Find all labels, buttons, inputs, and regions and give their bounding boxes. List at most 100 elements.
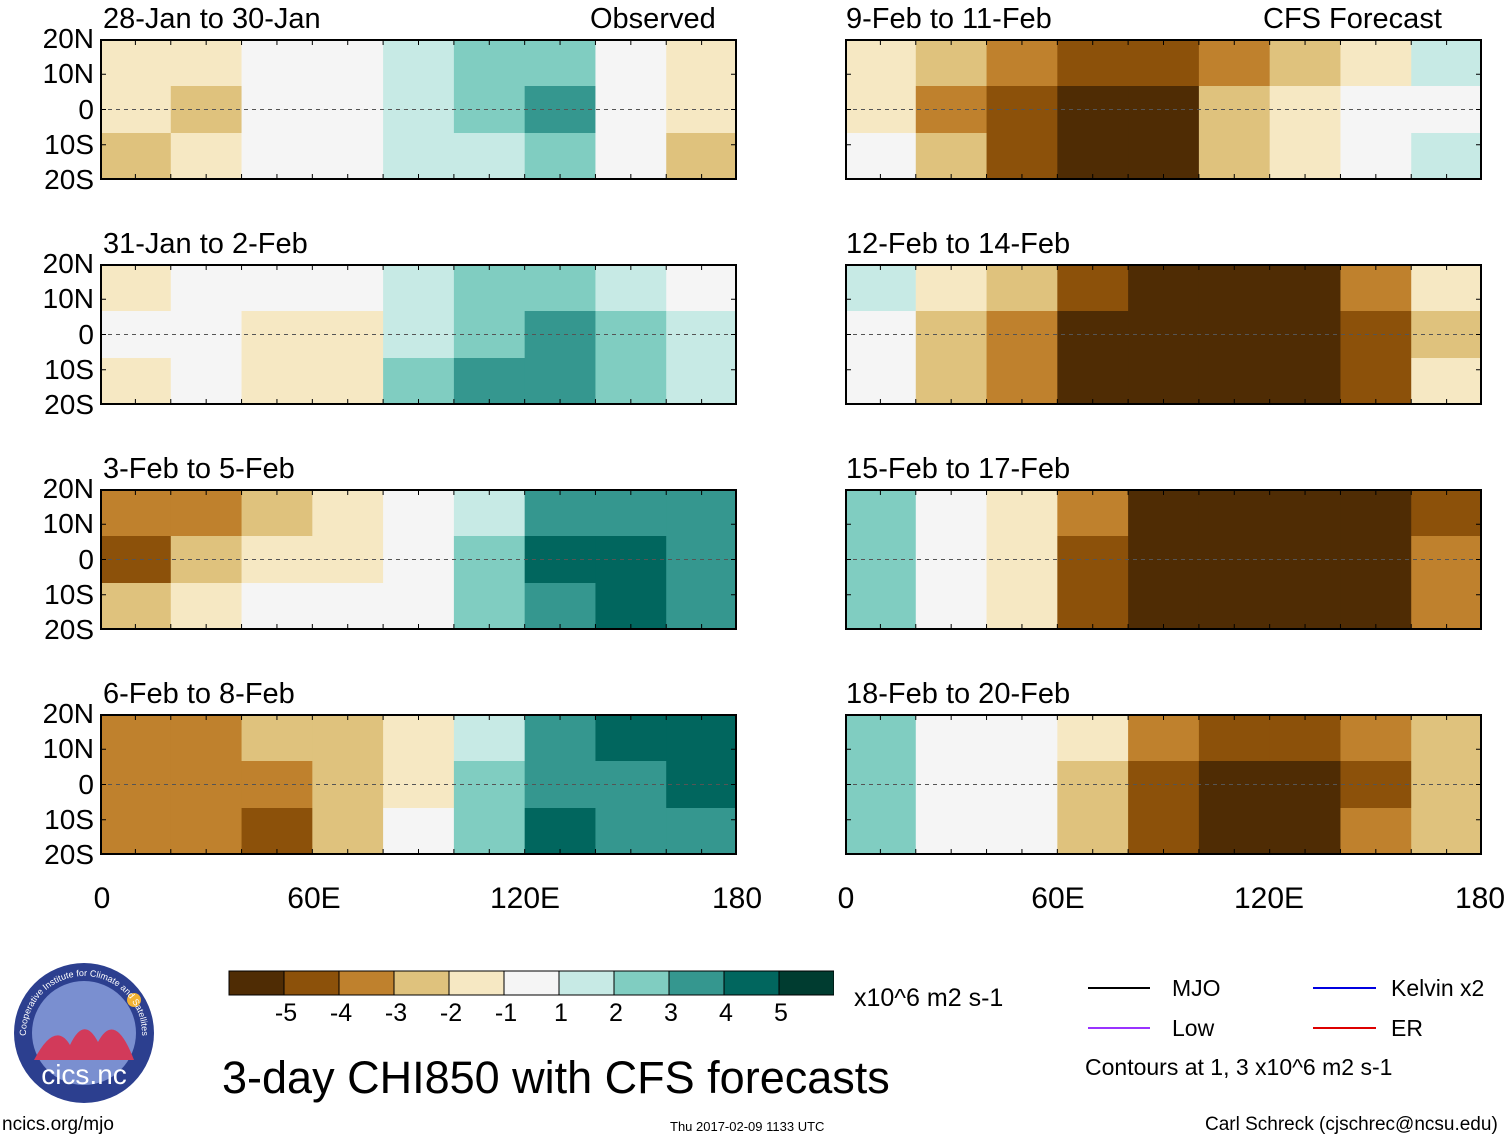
lat-tick-label: 0	[78, 318, 94, 350]
anomaly-cell	[1198, 714, 1271, 762]
anomaly-cell	[986, 808, 1058, 855]
footer-timestamp: Thu 2017-02-09 1133 UTC	[670, 1119, 825, 1134]
colorbar-tick: -2	[439, 999, 463, 1027]
anomaly-cell	[666, 808, 737, 855]
anomaly-cell	[1198, 761, 1271, 809]
lat-tick-label: 10N	[42, 283, 94, 315]
anomaly-cell	[170, 358, 243, 405]
lat-tick-label: 10S	[44, 803, 94, 835]
anomaly-cell	[312, 39, 384, 87]
anomaly-cell	[1198, 583, 1271, 630]
anomaly-cell	[1269, 39, 1341, 87]
footer-author[interactable]: Carl Schreck (cjschrec@ncsu.edu)	[1205, 1114, 1498, 1135]
anomaly-cell	[1269, 583, 1341, 630]
anomaly-cell	[1269, 86, 1341, 134]
anomaly-cell	[845, 264, 917, 312]
anomaly-cell	[383, 86, 455, 134]
colorbar-swatch	[613, 970, 670, 996]
anomaly-cell	[915, 264, 988, 312]
anomaly-cell	[312, 264, 384, 312]
colorbar-tick: -5	[274, 999, 298, 1027]
anomaly-cell	[1128, 86, 1200, 134]
main-title: 3-day CHI850 with CFS forecasts	[222, 1052, 890, 1103]
footer-url[interactable]: ncics.org/mjo	[2, 1114, 114, 1135]
colorbar-swatch	[338, 970, 395, 996]
anomaly-cell	[453, 39, 526, 87]
map-panel-7	[845, 489, 1482, 630]
anomaly-cell	[915, 358, 988, 405]
colorbar-swatch	[723, 970, 780, 996]
anomaly-cell	[1411, 264, 1482, 312]
anomaly-cell	[100, 714, 172, 762]
panel-title-6: 12-Feb to 14-Feb	[846, 228, 1071, 260]
panel-title-2: 31-Jan to 2-Feb	[103, 228, 308, 260]
map-panel-2	[100, 264, 737, 405]
anomaly-cell	[241, 808, 313, 855]
anomaly-cell	[241, 264, 313, 312]
anomaly-cell	[1057, 583, 1129, 630]
anomaly-cell	[986, 133, 1058, 180]
anomaly-cell	[524, 358, 596, 405]
anomaly-cell	[915, 133, 988, 180]
anomaly-cell	[915, 489, 988, 537]
anomaly-cell	[595, 133, 667, 180]
anomaly-cell	[1340, 39, 1412, 87]
lat-tick-label: 20N	[42, 248, 94, 279]
anomaly-cell	[666, 714, 737, 762]
legend-low-label: Low	[1172, 1015, 1215, 1041]
colorbar-tick: -4	[329, 999, 353, 1027]
anomaly-cell	[1269, 536, 1341, 584]
legend-lines	[1088, 987, 1376, 1029]
anomaly-cell	[383, 761, 455, 809]
anomaly-cell	[170, 583, 243, 630]
anomaly-cell	[1269, 264, 1341, 312]
anomaly-cell	[312, 808, 384, 855]
anomaly-cell	[524, 536, 596, 584]
anomaly-cell	[1340, 358, 1412, 405]
units-label: x10^6 m2 s-1	[854, 984, 1004, 1012]
anomaly-cell	[1340, 489, 1412, 537]
anomaly-cell	[1057, 39, 1129, 87]
anomaly-cell	[1128, 133, 1200, 180]
anomaly-cell	[595, 264, 667, 312]
anomaly-cell	[1057, 264, 1129, 312]
logo-sun	[127, 993, 141, 1007]
anomaly-cell	[453, 808, 526, 855]
anomaly-cell	[845, 133, 917, 180]
x-tick-label: 0	[93, 882, 111, 915]
anomaly-cell	[170, 489, 243, 537]
lat-tick-label: 20N	[42, 698, 94, 729]
colorbar-tick: 2	[609, 999, 623, 1027]
anomaly-cell	[383, 133, 455, 180]
anomaly-cell	[1411, 808, 1482, 855]
anomaly-cell	[383, 358, 455, 405]
anomaly-cell	[312, 489, 384, 537]
anomaly-cell	[1340, 264, 1412, 312]
anomaly-cell	[1411, 714, 1482, 762]
anomaly-cell	[1340, 714, 1412, 762]
anomaly-cell	[986, 358, 1058, 405]
panel-title-4: 6-Feb to 8-Feb	[103, 678, 295, 710]
anomaly-cell	[845, 358, 917, 405]
anomaly-cell	[453, 583, 526, 630]
anomaly-cell	[383, 583, 455, 630]
anomaly-cell	[915, 583, 988, 630]
anomaly-cell	[383, 39, 455, 87]
anomaly-cell	[845, 489, 917, 537]
lat-tick-label: 10S	[44, 578, 94, 610]
anomaly-cell	[595, 714, 667, 762]
anomaly-cell	[170, 808, 243, 855]
colorbar-tick: 1	[554, 999, 568, 1027]
lat-tick-label: 0	[78, 93, 94, 125]
anomaly-cell	[1269, 489, 1341, 537]
logo-wordmark: cics.nc	[41, 1059, 127, 1090]
anomaly-cell	[1269, 133, 1341, 180]
anomaly-cell	[100, 808, 172, 855]
colorbar	[228, 970, 834, 996]
anomaly-cell	[100, 583, 172, 630]
panel-title-7: 15-Feb to 17-Feb	[846, 453, 1071, 485]
anomaly-cell	[1128, 761, 1200, 809]
anomaly-cell	[986, 264, 1058, 312]
anomaly-cell	[1198, 536, 1271, 584]
colorbar-swatch	[558, 970, 615, 996]
